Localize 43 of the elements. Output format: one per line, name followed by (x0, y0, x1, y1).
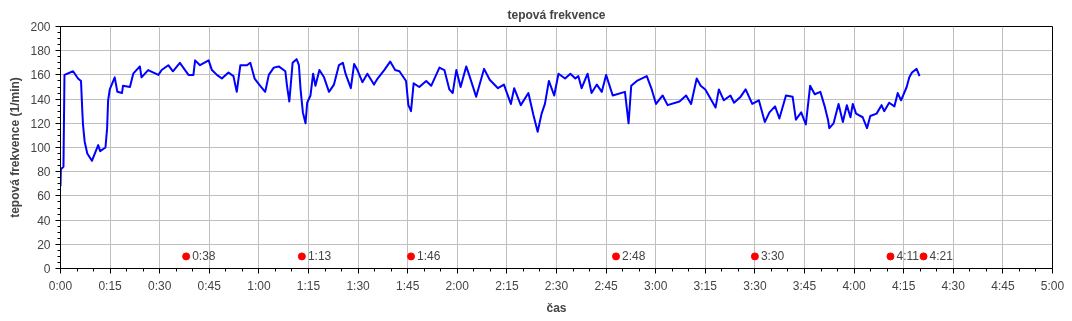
line-series (60, 58, 921, 188)
y-tick-label: 20 (37, 237, 51, 252)
x-tick-label: 1:30 (346, 278, 371, 293)
annotation: 0:38 (192, 249, 216, 264)
x-tick-label: 4:30 (941, 278, 966, 293)
x-tick-label: 0:15 (98, 278, 123, 293)
y-tick-label: 180 (30, 44, 51, 59)
x-tick-label: 4:15 (892, 278, 916, 293)
x-tick-label: 5:00 (1040, 278, 1065, 293)
x-axis-title: čas (546, 300, 567, 315)
y-tick-label: 140 (30, 92, 51, 107)
y-tick-label: 160 (30, 68, 51, 83)
x-tick-label: 2:00 (445, 278, 470, 293)
annotation: 4:21 (929, 249, 954, 264)
annotation: 1:46 (417, 249, 441, 264)
y-tick-label: 100 (30, 141, 51, 155)
x-tick-label: 4:45 (991, 278, 1015, 293)
x-tick-label: 1:45 (396, 278, 420, 293)
y-tick-label: 0 (43, 262, 51, 276)
chart-title: tepová frekvence (507, 7, 606, 22)
x-tick-label: 4:00 (842, 278, 867, 293)
x-tick-label: 2:15 (495, 278, 519, 293)
x-tick-label: 2:30 (544, 278, 569, 293)
annotation: 2:48 (622, 249, 646, 264)
x-tick-label: 1:15 (296, 278, 321, 293)
annotation: 3:30 (760, 249, 785, 264)
annotation: 4:11 (896, 249, 920, 264)
x-tick-label: 2:45 (594, 278, 619, 293)
x-tick-label: 3:45 (792, 278, 817, 293)
y-tick-label: 60 (37, 189, 51, 204)
x-tick-label: 0:45 (197, 278, 222, 293)
x-tick-label: 1:00 (247, 278, 271, 293)
x-tick-label: 3:30 (743, 278, 767, 293)
y-tick-label: 80 (37, 165, 51, 180)
annotation: 1:13 (307, 249, 332, 264)
y-tick-label: 120 (30, 116, 51, 131)
y-tick-label: 200 (30, 20, 51, 34)
y-axis-title: tepová frekvence (1/min) (8, 77, 23, 218)
x-tick-label: 3:15 (693, 278, 718, 293)
y-tick-label: 40 (37, 213, 51, 228)
x-tick-label: 0:00 (48, 278, 73, 293)
x-tick-label: 3:00 (644, 278, 668, 293)
x-tick-label: 0:30 (148, 278, 172, 293)
